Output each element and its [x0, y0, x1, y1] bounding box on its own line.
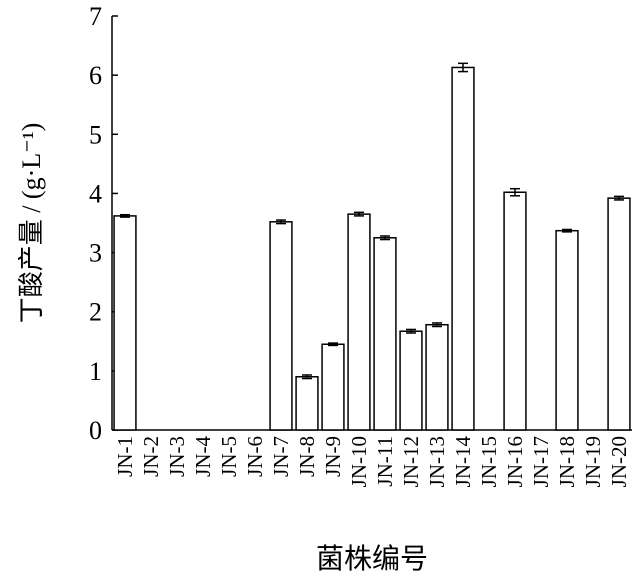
- x-tick-label: JN-17: [529, 436, 553, 487]
- error-bar: [614, 195, 624, 201]
- x-tick-label: JN-2: [139, 436, 163, 477]
- error-bar: [458, 62, 468, 73]
- error-bar: [380, 235, 390, 241]
- bar: [425, 323, 449, 431]
- bar: [399, 330, 423, 431]
- x-tick-label: JN-15: [477, 436, 501, 487]
- x-tick-label: JN-10: [347, 436, 371, 487]
- error-bar: [328, 342, 338, 347]
- bar: [113, 215, 137, 431]
- x-tick-label: JN-7: [269, 436, 293, 477]
- bar: [555, 229, 579, 431]
- bar: [503, 191, 527, 431]
- x-tick-label: JN-3: [165, 436, 189, 477]
- x-tick-label: JN-16: [503, 436, 527, 487]
- y-tick-label: 3: [89, 239, 102, 268]
- error-bar: [406, 328, 416, 334]
- y-tick-label: 7: [89, 2, 102, 31]
- bar: [347, 213, 371, 431]
- x-tick-label: JN-20: [607, 436, 631, 487]
- y-tick-label: 6: [89, 61, 102, 90]
- error-bar: [432, 322, 442, 328]
- bar: [451, 66, 475, 431]
- y-tick-label: 0: [89, 416, 102, 445]
- error-bar: [354, 211, 364, 217]
- y-tick-label: 5: [89, 120, 102, 149]
- x-tick-label: JN-19: [581, 436, 605, 487]
- error-bar: [276, 219, 286, 225]
- bar: [295, 376, 319, 431]
- error-bar: [510, 187, 520, 197]
- y-tick-label: 4: [89, 179, 102, 208]
- bar: [607, 197, 631, 431]
- y-tick-label: 2: [89, 298, 102, 327]
- x-tick-label: JN-14: [451, 436, 475, 488]
- x-tick-label: JN-4: [191, 436, 215, 477]
- y-axis-label: 丁酸产量 / (g·L⁻¹): [17, 123, 46, 324]
- x-tick-label: JN-9: [321, 436, 345, 477]
- x-tick-label: JN-18: [555, 436, 579, 487]
- x-tick-label: JN-6: [243, 436, 267, 477]
- x-tick-label: JN-5: [217, 436, 241, 477]
- x-tick-label: JN-8: [295, 436, 319, 477]
- error-bar: [302, 374, 312, 380]
- bar: [321, 343, 345, 431]
- x-tick-label: JN-1: [113, 436, 137, 477]
- x-axis-label: 菌株编号: [316, 543, 428, 575]
- bar: [373, 237, 397, 431]
- bar: [269, 221, 293, 431]
- error-bar: [120, 213, 130, 218]
- y-tick-label: 1: [89, 357, 102, 386]
- x-tick-label: JN-12: [399, 436, 423, 487]
- x-tick-label: JN-11: [373, 436, 397, 487]
- error-bar: [562, 228, 572, 233]
- x-tick-label: JN-13: [425, 436, 449, 487]
